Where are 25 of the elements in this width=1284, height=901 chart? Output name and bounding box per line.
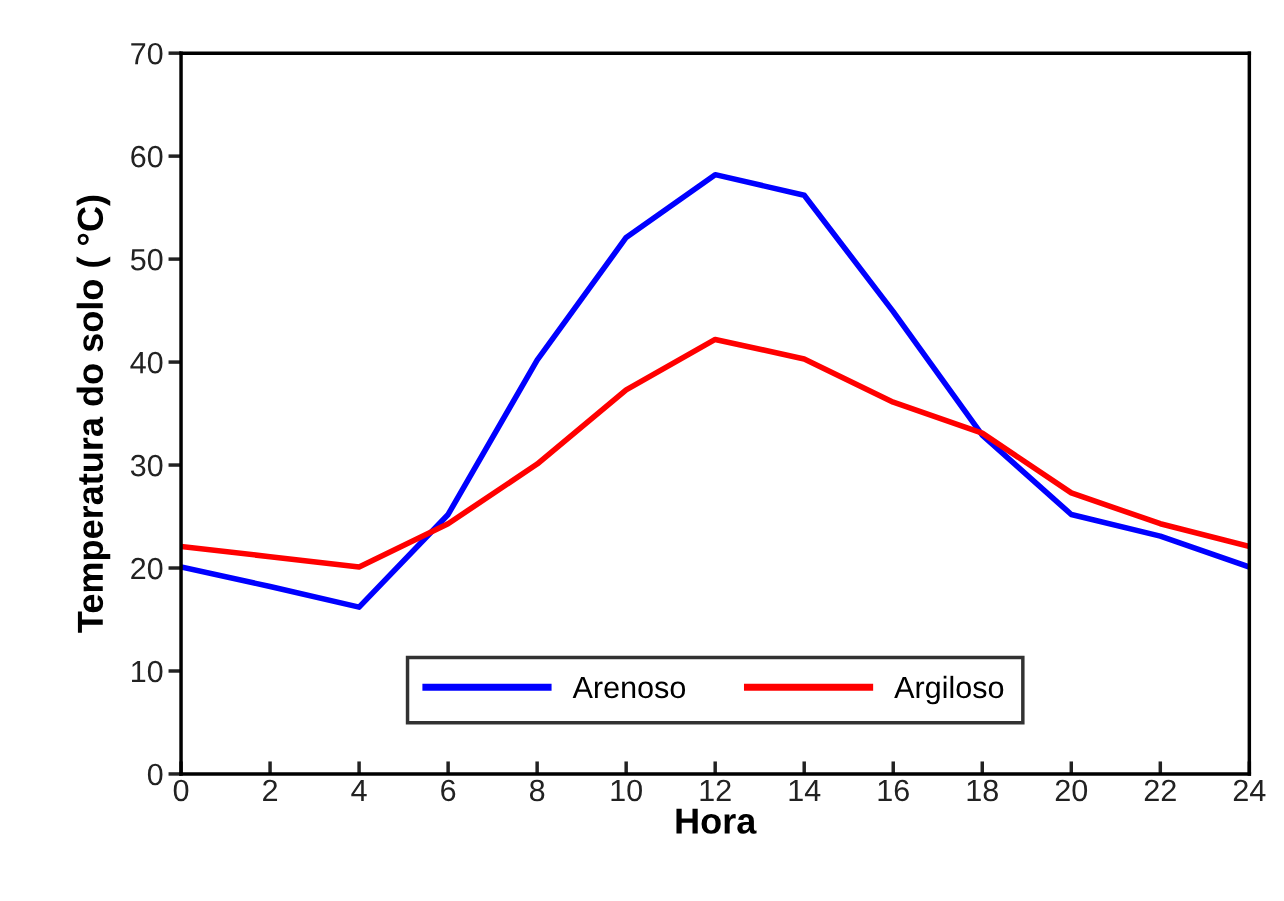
x-tick-label: 18 (967, 779, 998, 802)
y-tick-label: 50 (130, 248, 163, 271)
y-tick-label: 70 (131, 42, 163, 65)
legend-label: Argiloso (894, 675, 1004, 705)
x-tick-label: 22 (1144, 779, 1176, 801)
x-axis-title: Hora (676, 808, 757, 834)
y-tick-label: 20 (131, 557, 163, 580)
x-tick-label: 10 (611, 779, 642, 802)
x-tick-label: 0 (173, 779, 189, 802)
x-tick-label: 4 (351, 779, 367, 801)
x-tick-label: 20 (1055, 779, 1088, 802)
x-tick-label: 24 (1233, 779, 1266, 801)
x-tick-label: 16 (878, 779, 909, 802)
y-tick-label: 60 (131, 145, 163, 168)
y-tick-label: 40 (130, 351, 163, 374)
y-tick-label: 10 (132, 660, 163, 683)
x-tick-label: 8 (529, 779, 545, 802)
legend-label: Arenoso (572, 676, 686, 699)
x-tick-label: 2 (263, 779, 278, 801)
x-tick-label: 14 (789, 779, 821, 801)
x-tick-label: 6 (441, 779, 456, 802)
x-tick-label: 12 (700, 779, 731, 801)
y-axis-title: Temperatura do solo ( °C) (76, 195, 111, 633)
y-tick-label: 30 (130, 454, 163, 477)
y-tick-label: 0 (147, 763, 163, 786)
